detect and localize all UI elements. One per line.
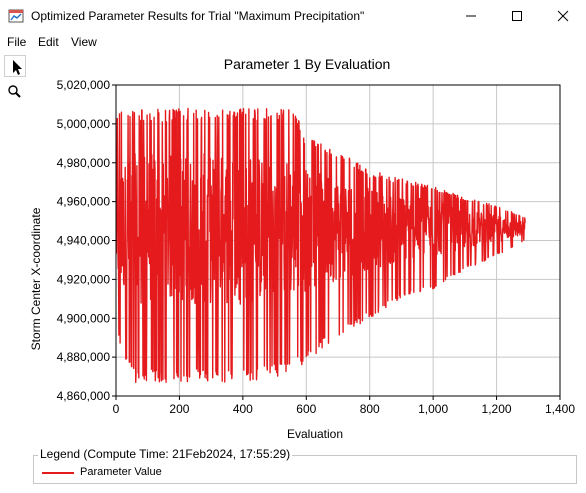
x-tick-label: 800 bbox=[360, 402, 380, 416]
x-tick-label: 1,400 bbox=[545, 402, 575, 416]
series-line-parameter-value bbox=[115, 107, 526, 383]
arrow-pointer-icon bbox=[13, 60, 22, 75]
chart-title: Parameter 1 By Evaluation bbox=[224, 56, 391, 72]
maximize-button[interactable] bbox=[494, 0, 540, 32]
y-tick-label: 4,860,000 bbox=[57, 389, 111, 403]
y-tick-label: 5,020,000 bbox=[57, 78, 111, 92]
y-axis-label: Storm Center X-coordinate bbox=[29, 207, 43, 350]
x-tick-label: 0 bbox=[113, 402, 120, 416]
menu-view[interactable]: View bbox=[71, 35, 97, 49]
line-chart[interactable]: Parameter 1 By Evaluation 0 200 400 600 800 1… bbox=[28, 54, 586, 444]
zoom-tool-button[interactable] bbox=[4, 81, 26, 103]
chart-area[interactable]: Parameter 1 By Evaluation 0 200 400 600 800 1… bbox=[28, 54, 586, 444]
menu-bar: File Edit View bbox=[0, 32, 586, 52]
legend-panel: Legend (Compute Time: 21Feb2024, 17:55:2… bbox=[33, 447, 577, 484]
menu-edit[interactable]: Edit bbox=[38, 35, 59, 49]
select-tool-button[interactable] bbox=[4, 55, 26, 77]
window-title: Optimized Parameter Results for Trial "M… bbox=[31, 9, 365, 23]
y-tick-label: 4,880,000 bbox=[57, 350, 111, 364]
x-tick-label: 200 bbox=[169, 402, 189, 416]
x-tick-label: 1,200 bbox=[482, 402, 512, 416]
x-tick-label: 600 bbox=[296, 402, 316, 416]
close-icon bbox=[557, 10, 569, 22]
legend-swatch bbox=[42, 472, 74, 474]
legend-title: Legend (Compute Time: 21Feb2024, 17:55:2… bbox=[38, 447, 293, 461]
minimize-icon bbox=[466, 15, 476, 17]
y-tick-label: 4,960,000 bbox=[57, 195, 111, 209]
y-tick-label: 4,900,000 bbox=[57, 311, 111, 325]
maximize-icon bbox=[512, 11, 522, 21]
y-tick-label: 5,000,000 bbox=[57, 117, 111, 131]
x-tick-label: 400 bbox=[233, 402, 253, 416]
title-bar[interactable]: Optimized Parameter Results for Trial "M… bbox=[0, 0, 586, 32]
y-tick-label: 4,980,000 bbox=[57, 156, 111, 170]
zoom-magnifier-icon bbox=[8, 85, 21, 98]
y-axis: 4,860,000 4,880,000 4,900,000 4,920,000 4,94… bbox=[57, 78, 116, 403]
y-tick-label: 4,920,000 bbox=[57, 272, 111, 286]
app-chart-icon bbox=[8, 9, 24, 23]
menu-file[interactable]: File bbox=[7, 35, 27, 49]
minimize-button[interactable] bbox=[448, 0, 494, 32]
x-axis: 0 200 400 600 800 1,000 1,200 1,400 bbox=[113, 396, 575, 416]
tool-palette bbox=[3, 55, 27, 107]
close-button[interactable] bbox=[540, 0, 586, 32]
x-axis-label: Evaluation bbox=[287, 427, 343, 441]
legend-entry-label: Parameter Value bbox=[80, 466, 162, 478]
series-layer bbox=[115, 107, 526, 383]
x-tick-label: 1,000 bbox=[418, 402, 448, 416]
y-tick-label: 4,940,000 bbox=[57, 234, 111, 248]
